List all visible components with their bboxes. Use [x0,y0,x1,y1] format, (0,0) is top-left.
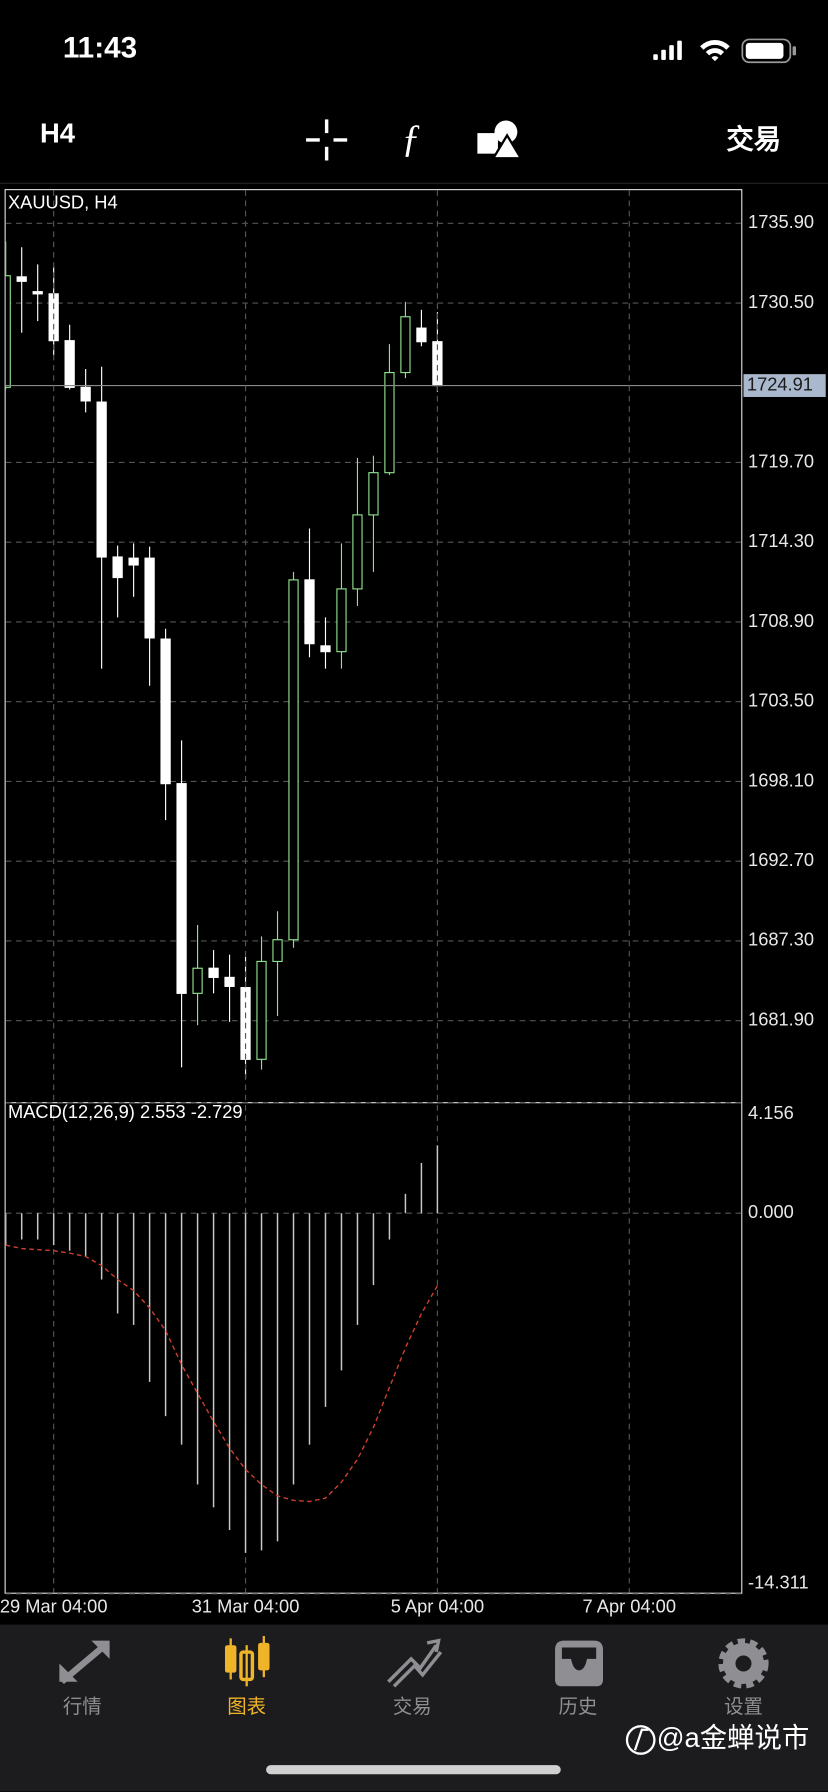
y-tick-label: 1692.70 [748,849,814,870]
candle-body [272,939,283,963]
candle-body [320,645,331,653]
status-time: 11:43 [63,32,137,65]
timeframe-button[interactable]: H4 [40,118,76,149]
candle-body [400,316,411,374]
candle-body [224,976,235,987]
candle-body [352,514,363,590]
tab-icon-chart[interactable] [224,1636,270,1687]
candle-body [16,276,27,282]
candle-body [208,967,219,978]
candle-body [80,386,91,402]
watermark: @a金蝉说市 [657,1722,810,1753]
y-tick-label: 1708.90 [748,610,814,631]
candle-body [192,967,203,994]
y-tick-label: 1681.90 [748,1008,814,1029]
tab-label[interactable]: 行情 [63,1696,102,1718]
tab-label[interactable]: 设置 [724,1696,763,1718]
x-tick-label: 5 Apr 04:00 [391,1595,484,1616]
tab-icon-trade[interactable] [387,1638,443,1688]
x-tick-label: 7 Apr 04:00 [583,1595,676,1616]
candle-body [32,291,43,295]
trade-button[interactable]: 交易 [726,123,781,154]
tab-bar [0,1624,828,1792]
candle-body [112,556,123,579]
tab-icon-quotes[interactable] [59,1640,110,1685]
y-tick-label: 1719.70 [748,450,814,471]
y-tick-label: 1703.50 [748,690,814,711]
x-tick-label: 29 Mar 04:00 [0,1595,107,1616]
y-tick-label: 1730.50 [748,291,814,312]
candle-body [288,579,299,941]
candle-body [304,579,315,645]
indicators-button[interactable]: ƒ [401,117,420,160]
tab-icon-history[interactable] [555,1640,604,1687]
y-tick-label: 4.156 [748,1102,794,1123]
home-indicator [266,1765,561,1775]
candle-body [336,588,347,653]
tab-icon-settings[interactable] [718,1638,769,1689]
candle-body [256,960,267,1060]
signal-line [5,1244,439,1503]
tab-label[interactable]: 交易 [393,1696,432,1718]
y-tick-label: 0.000 [748,1201,794,1222]
y-tick-label: -14.311 [748,1571,809,1592]
macd-label: MACD(12,26,9) 2.553 -2.729 [8,1101,243,1122]
candle-body [144,557,155,639]
symbol-label: XAUUSD, H4 [8,192,118,213]
tab-label[interactable]: 历史 [558,1696,597,1718]
y-tick-label: 1735.90 [748,211,814,232]
watermark-logo [625,1725,656,1755]
macd [5,1145,439,1553]
candle-body [384,371,395,474]
candles [5,241,443,1079]
chart-frame [4,189,743,1594]
crosshair-button[interactable] [306,119,348,161]
tab-label[interactable]: 图表 [227,1696,266,1718]
current-price-label: 1724.91 [747,373,813,394]
y-tick-label: 1687.30 [748,929,814,950]
y-tick-label: 1714.30 [748,530,814,551]
x-tick-label: 31 Mar 04:00 [192,1595,300,1616]
status-icons [653,38,797,64]
y-tick-label: 1698.10 [748,769,814,790]
candle-body [64,340,75,388]
candle-body [128,557,139,566]
current-price-box [743,374,826,397]
candle-body [5,275,11,388]
objects-button[interactable] [477,120,523,160]
chart-layer: 1735.90 1730.50 1719.70 1714.30 1708.90 1703.… [0,190,826,1616]
candle-body [176,783,187,994]
candle-body [96,401,107,558]
candle-body [416,327,427,343]
candle-body [368,472,379,516]
candle-body [160,638,171,785]
